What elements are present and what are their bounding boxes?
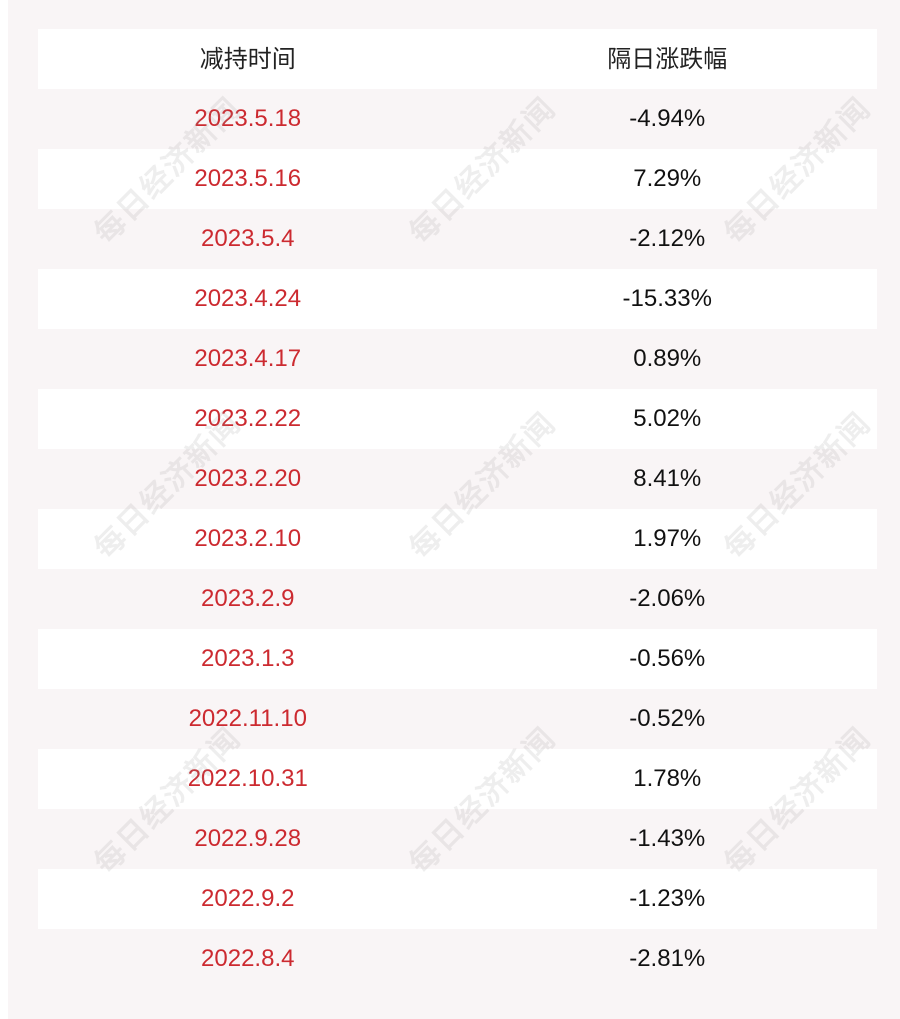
row-date: 2023.2.20 bbox=[194, 465, 302, 492]
table-row: 2023.2.10 1.97% bbox=[38, 509, 877, 569]
row-change: 0.89% bbox=[633, 345, 702, 372]
row-change: -1.23% bbox=[629, 885, 706, 912]
table-row: 2022.9.2 -1.23% bbox=[38, 869, 877, 929]
row-date: 2023.2.9 bbox=[201, 585, 295, 612]
row-change: -2.12% bbox=[629, 225, 706, 252]
row-date: 2023.5.16 bbox=[194, 165, 302, 192]
row-change: -1.43% bbox=[629, 825, 706, 852]
table-row: 2023.1.3 -0.56% bbox=[38, 629, 877, 689]
table-card: 减持时间 隔日涨跌幅 2023.5.18 -4.94% 2023.5.16 7.29%… bbox=[8, 0, 900, 1019]
table-row: 2023.2.22 5.02% bbox=[38, 389, 877, 449]
table-row: 2023.4.17 0.89% bbox=[38, 329, 877, 389]
row-date: 2022.10.31 bbox=[187, 765, 308, 792]
table-header-row: 减持时间 隔日涨跌幅 bbox=[38, 29, 877, 89]
row-date: 2023.2.22 bbox=[194, 405, 302, 432]
row-date: 2023.5.18 bbox=[194, 105, 302, 132]
row-date: 2023.5.4 bbox=[201, 225, 295, 252]
table-row: 2023.4.24 -15.33% bbox=[38, 269, 877, 329]
row-change: -2.81% bbox=[629, 945, 706, 972]
table-row: 2023.5.16 7.29% bbox=[38, 149, 877, 209]
row-date: 2023.4.24 bbox=[194, 285, 302, 312]
row-date: 2022.9.2 bbox=[201, 885, 295, 912]
row-change: 1.97% bbox=[633, 525, 702, 552]
table-row: 2022.10.31 1.78% bbox=[38, 749, 877, 809]
row-change: 8.41% bbox=[633, 465, 702, 492]
table-row: 2023.5.18 -4.94% bbox=[38, 89, 877, 149]
row-date: 2022.8.4 bbox=[201, 945, 295, 972]
row-date: 2023.2.10 bbox=[194, 525, 302, 552]
row-change: -0.56% bbox=[629, 645, 706, 672]
table-body: 2023.5.18 -4.94% 2023.5.16 7.29% 2023.5.4 -2.… bbox=[38, 89, 877, 989]
row-date: 2022.11.10 bbox=[188, 705, 307, 732]
table-row: 2022.11.10 -0.52% bbox=[38, 689, 877, 749]
table-row: 2022.9.28 -1.43% bbox=[38, 809, 877, 869]
row-change: -2.06% bbox=[629, 585, 706, 612]
table-row: 2023.2.9 -2.06% bbox=[38, 569, 877, 629]
row-date: 2023.4.17 bbox=[194, 345, 302, 372]
reduction-table: 减持时间 隔日涨跌幅 2023.5.18 -4.94% 2023.5.16 7.29%… bbox=[38, 29, 877, 989]
row-change: 5.02% bbox=[633, 405, 702, 432]
row-date: 2023.1.3 bbox=[201, 645, 295, 672]
table-row: 2023.5.4 -2.12% bbox=[38, 209, 877, 269]
row-change: -4.94% bbox=[629, 105, 706, 132]
row-change: 7.29% bbox=[633, 165, 702, 192]
row-change: -15.33% bbox=[622, 285, 712, 312]
header-date: 减持时间 bbox=[199, 45, 296, 73]
row-change: 1.78% bbox=[633, 765, 702, 792]
table-row: 2023.2.20 8.41% bbox=[38, 449, 877, 509]
header-change: 隔日涨跌幅 bbox=[607, 45, 728, 73]
row-date: 2022.9.28 bbox=[194, 825, 302, 852]
table-row: 2022.8.4 -2.81% bbox=[38, 929, 877, 989]
row-change: -0.52% bbox=[629, 705, 706, 732]
